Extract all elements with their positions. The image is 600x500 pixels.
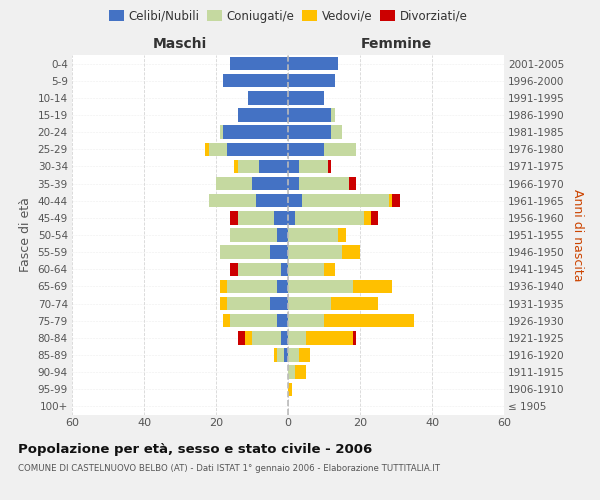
- Bar: [227, 297, 270, 310]
- Bar: [324, 262, 335, 276]
- Bar: [288, 177, 299, 190]
- Bar: [220, 280, 227, 293]
- Bar: [295, 366, 306, 379]
- Bar: [288, 74, 335, 88]
- Bar: [288, 314, 324, 328]
- Bar: [252, 331, 281, 344]
- Bar: [288, 348, 299, 362]
- Bar: [284, 348, 288, 362]
- Bar: [223, 314, 230, 328]
- Bar: [295, 211, 364, 224]
- Bar: [288, 297, 331, 310]
- Bar: [288, 194, 302, 207]
- Bar: [281, 262, 288, 276]
- Bar: [371, 211, 378, 224]
- Bar: [306, 331, 353, 344]
- Bar: [209, 194, 256, 207]
- Text: Maschi: Maschi: [153, 36, 207, 51]
- Bar: [227, 142, 288, 156]
- Bar: [288, 108, 331, 122]
- Bar: [227, 280, 277, 293]
- Bar: [353, 280, 392, 293]
- Bar: [230, 57, 288, 70]
- Bar: [392, 194, 400, 207]
- Bar: [223, 74, 288, 88]
- Bar: [234, 160, 238, 173]
- Bar: [288, 331, 306, 344]
- Bar: [331, 297, 378, 310]
- Bar: [274, 348, 277, 362]
- Bar: [288, 246, 342, 259]
- Bar: [245, 331, 252, 344]
- Bar: [238, 108, 288, 122]
- Legend: Celibi/Nubili, Coniugati/e, Vedovi/e, Divorziati/e: Celibi/Nubili, Coniugati/e, Vedovi/e, Di…: [104, 5, 472, 28]
- Y-axis label: Fasce di età: Fasce di età: [19, 198, 32, 272]
- Bar: [299, 348, 310, 362]
- Bar: [389, 194, 392, 207]
- Bar: [324, 142, 356, 156]
- Text: Femmine: Femmine: [361, 36, 431, 51]
- Bar: [288, 366, 295, 379]
- Text: Popolazione per età, sesso e stato civile - 2006: Popolazione per età, sesso e stato civil…: [18, 442, 372, 456]
- Bar: [223, 126, 288, 139]
- Bar: [288, 382, 292, 396]
- Bar: [230, 228, 277, 241]
- Bar: [238, 160, 259, 173]
- Bar: [288, 57, 338, 70]
- Bar: [288, 211, 295, 224]
- Bar: [230, 211, 238, 224]
- Bar: [248, 91, 288, 104]
- Bar: [288, 142, 324, 156]
- Bar: [281, 331, 288, 344]
- Bar: [331, 126, 342, 139]
- Bar: [216, 177, 252, 190]
- Bar: [349, 177, 356, 190]
- Bar: [288, 280, 353, 293]
- Bar: [331, 108, 335, 122]
- Bar: [259, 160, 288, 173]
- Bar: [288, 228, 338, 241]
- Bar: [353, 331, 356, 344]
- Bar: [238, 331, 245, 344]
- Y-axis label: Anni di nascita: Anni di nascita: [571, 188, 584, 281]
- Bar: [230, 262, 238, 276]
- Bar: [270, 246, 288, 259]
- Bar: [220, 297, 227, 310]
- Bar: [302, 194, 389, 207]
- Bar: [270, 297, 288, 310]
- Bar: [277, 228, 288, 241]
- Bar: [288, 91, 324, 104]
- Text: COMUNE DI CASTELNUOVO BELBO (AT) - Dati ISTAT 1° gennaio 2006 - Elaborazione TUT: COMUNE DI CASTELNUOVO BELBO (AT) - Dati …: [18, 464, 440, 473]
- Bar: [342, 246, 360, 259]
- Bar: [238, 262, 281, 276]
- Bar: [364, 211, 371, 224]
- Bar: [288, 262, 324, 276]
- Bar: [230, 314, 277, 328]
- Bar: [338, 228, 346, 241]
- Bar: [220, 246, 270, 259]
- Bar: [277, 280, 288, 293]
- Bar: [288, 160, 299, 173]
- Bar: [328, 160, 331, 173]
- Bar: [277, 348, 284, 362]
- Bar: [299, 160, 328, 173]
- Bar: [324, 314, 414, 328]
- Bar: [252, 177, 288, 190]
- Bar: [256, 194, 288, 207]
- Bar: [274, 211, 288, 224]
- Bar: [288, 126, 331, 139]
- Bar: [205, 142, 209, 156]
- Bar: [238, 211, 274, 224]
- Bar: [299, 177, 349, 190]
- Bar: [209, 142, 227, 156]
- Bar: [277, 314, 288, 328]
- Bar: [220, 126, 223, 139]
